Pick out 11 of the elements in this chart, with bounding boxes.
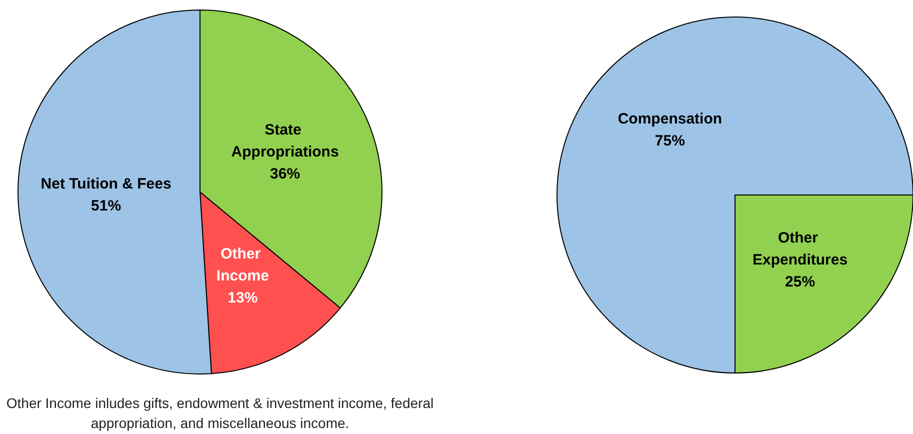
data-label: 13% [228, 289, 258, 306]
slice-label: Compensation [618, 110, 722, 128]
data-label: 51% [91, 197, 122, 214]
data-label: 75% [654, 132, 685, 150]
data-label: 25% [785, 274, 816, 291]
slice-label: Net Tuition & Fees [40, 175, 172, 192]
slice-label: Other Income [216, 245, 269, 284]
text: Other Income inludes gifts, endowment & investment income, federal appropriation, and miscellaneous income. [5, 394, 435, 433]
data-label: 36% [270, 165, 300, 182]
slice-label: Other Expenditures [752, 230, 848, 269]
slice-label: State Appropriations [231, 121, 339, 160]
